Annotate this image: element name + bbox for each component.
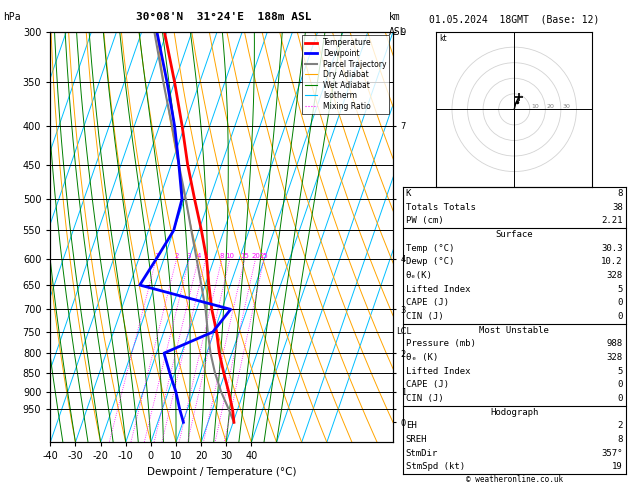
Text: StmDir: StmDir xyxy=(406,449,438,458)
Text: 10: 10 xyxy=(225,253,235,259)
Text: CAPE (J): CAPE (J) xyxy=(406,381,448,389)
Text: 8: 8 xyxy=(617,435,623,444)
Text: 5: 5 xyxy=(204,253,208,259)
Text: 30.3: 30.3 xyxy=(601,244,623,253)
Text: 4: 4 xyxy=(196,253,201,259)
Text: km: km xyxy=(389,12,401,22)
Text: 0: 0 xyxy=(617,298,623,307)
Text: EH: EH xyxy=(406,421,416,430)
Text: Hodograph: Hodograph xyxy=(490,408,538,417)
Legend: Temperature, Dewpoint, Parcel Trajectory, Dry Adiabat, Wet Adiabat, Isotherm, Mi: Temperature, Dewpoint, Parcel Trajectory… xyxy=(302,35,389,114)
Text: 2.21: 2.21 xyxy=(601,216,623,226)
Text: Totals Totals: Totals Totals xyxy=(406,203,476,212)
X-axis label: Dewpoint / Temperature (°C): Dewpoint / Temperature (°C) xyxy=(147,467,296,477)
Text: 30°08'N  31°24'E  188m ASL: 30°08'N 31°24'E 188m ASL xyxy=(135,12,311,22)
Text: 19: 19 xyxy=(612,462,623,471)
Text: Dewp (°C): Dewp (°C) xyxy=(406,258,454,266)
Text: 30: 30 xyxy=(562,104,571,109)
Text: 10: 10 xyxy=(532,104,539,109)
Text: θₑ (K): θₑ (K) xyxy=(406,353,438,362)
Text: 5: 5 xyxy=(617,285,623,294)
Text: hPa: hPa xyxy=(3,12,21,22)
Text: 20: 20 xyxy=(251,253,260,259)
Text: Pressure (mb): Pressure (mb) xyxy=(406,339,476,348)
Text: K: K xyxy=(406,189,411,198)
Text: StmSpd (kt): StmSpd (kt) xyxy=(406,462,465,471)
Text: LCL: LCL xyxy=(396,328,411,336)
Text: CIN (J): CIN (J) xyxy=(406,394,443,403)
Text: 0: 0 xyxy=(617,381,623,389)
Text: 20: 20 xyxy=(547,104,555,109)
Text: 328: 328 xyxy=(606,271,623,280)
Text: 15: 15 xyxy=(240,253,249,259)
Text: 328: 328 xyxy=(606,353,623,362)
Text: 2: 2 xyxy=(174,253,179,259)
Text: 357°: 357° xyxy=(601,449,623,458)
Text: 0: 0 xyxy=(617,312,623,321)
Text: PW (cm): PW (cm) xyxy=(406,216,443,226)
Text: ASL: ASL xyxy=(389,27,406,37)
Text: © weatheronline.co.uk: © weatheronline.co.uk xyxy=(465,474,563,484)
Text: CIN (J): CIN (J) xyxy=(406,312,443,321)
Text: 01.05.2024  18GMT  (Base: 12): 01.05.2024 18GMT (Base: 12) xyxy=(429,15,599,25)
Text: Surface: Surface xyxy=(496,230,533,239)
Text: 38: 38 xyxy=(612,203,623,212)
Text: Lifted Index: Lifted Index xyxy=(406,285,470,294)
Text: Temp (°C): Temp (°C) xyxy=(406,244,454,253)
Text: 0: 0 xyxy=(617,394,623,403)
Text: 3: 3 xyxy=(187,253,191,259)
Text: 8: 8 xyxy=(617,189,623,198)
Text: Lifted Index: Lifted Index xyxy=(406,366,470,376)
Text: SREH: SREH xyxy=(406,435,427,444)
Text: 1: 1 xyxy=(154,253,159,259)
Text: kt: kt xyxy=(440,34,447,43)
Text: 10.2: 10.2 xyxy=(601,258,623,266)
Text: 25: 25 xyxy=(260,253,269,259)
Text: θₑ(K): θₑ(K) xyxy=(406,271,433,280)
Text: Most Unstable: Most Unstable xyxy=(479,326,549,335)
Text: 8: 8 xyxy=(220,253,224,259)
Text: 988: 988 xyxy=(606,339,623,348)
Text: 5: 5 xyxy=(617,366,623,376)
Text: CAPE (J): CAPE (J) xyxy=(406,298,448,307)
Text: 2: 2 xyxy=(617,421,623,430)
